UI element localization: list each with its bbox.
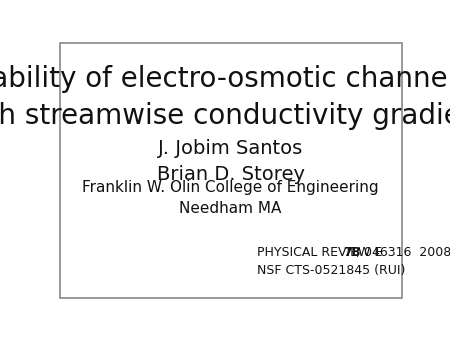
Text: Instability of electro-osmotic channel flow
with streamwise conductivity gradien: Instability of electro-osmotic channel f…	[0, 66, 450, 130]
Text: J. Jobim Santos
Brian D. Storey: J. Jobim Santos Brian D. Storey	[157, 139, 305, 184]
Text: NSF CTS-0521845 (RUI): NSF CTS-0521845 (RUI)	[257, 264, 405, 277]
Text: , 046316  2008: , 046316 2008	[356, 246, 450, 259]
Text: 78: 78	[343, 246, 360, 259]
Text: Franklin W. Olin College of Engineering
Needham MA: Franklin W. Olin College of Engineering …	[82, 180, 379, 216]
Text: PHYSICAL REVIEW E: PHYSICAL REVIEW E	[257, 246, 386, 259]
